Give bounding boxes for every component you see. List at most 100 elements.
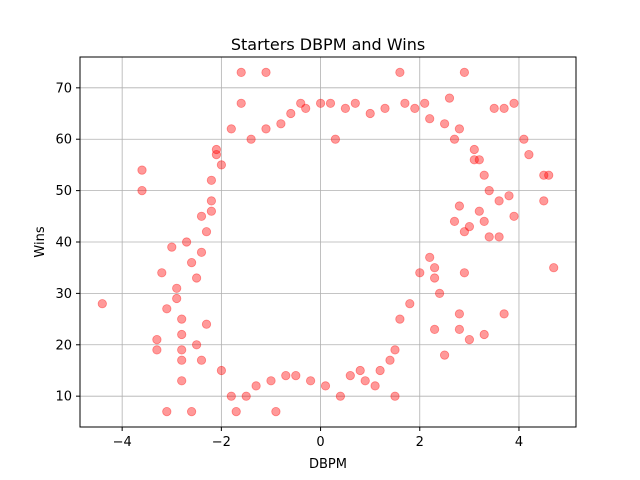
data-point bbox=[251, 381, 261, 391]
data-point bbox=[459, 67, 469, 78]
data-point bbox=[137, 186, 147, 196]
data-point bbox=[449, 216, 460, 226]
x-tick-label: 4 bbox=[515, 435, 523, 450]
chart-title: Starters DBPM and Wins bbox=[231, 35, 425, 54]
x-axis-label: DBPM bbox=[309, 457, 347, 472]
data-point bbox=[261, 67, 271, 78]
data-point bbox=[157, 268, 167, 278]
data-point bbox=[395, 314, 405, 324]
y-tick-label: 70 bbox=[55, 81, 72, 96]
data-point bbox=[469, 155, 479, 165]
data-point bbox=[201, 227, 212, 237]
x-tick-label: 2 bbox=[416, 435, 424, 450]
y-tick-label: 30 bbox=[55, 287, 72, 302]
data-point bbox=[429, 273, 440, 283]
data-point bbox=[484, 232, 494, 242]
data-point bbox=[479, 170, 489, 180]
data-point bbox=[350, 98, 360, 108]
y-tick-label: 40 bbox=[55, 236, 72, 251]
data-point bbox=[286, 108, 296, 119]
data-point bbox=[266, 376, 276, 386]
data-point bbox=[380, 103, 390, 114]
data-point bbox=[271, 406, 281, 417]
data-point bbox=[137, 165, 147, 175]
data-point bbox=[479, 329, 489, 340]
data-point bbox=[167, 242, 177, 252]
data-point bbox=[261, 124, 271, 134]
data-point bbox=[192, 273, 202, 283]
data-point bbox=[454, 124, 464, 134]
data-point bbox=[494, 196, 504, 206]
data-point bbox=[305, 376, 316, 386]
data-point bbox=[469, 144, 479, 155]
data-point bbox=[549, 263, 559, 273]
y-axis-label: Wins bbox=[33, 226, 48, 257]
data-point bbox=[172, 293, 182, 304]
data-point bbox=[281, 370, 291, 381]
data-point bbox=[211, 150, 221, 160]
data-point bbox=[484, 186, 494, 196]
data-point bbox=[201, 319, 212, 329]
y-tick-label: 50 bbox=[55, 184, 72, 199]
grid-lines bbox=[80, 57, 576, 427]
data-point bbox=[236, 67, 246, 78]
data-point bbox=[211, 144, 221, 155]
data-point bbox=[177, 355, 187, 365]
data-point bbox=[499, 103, 509, 114]
data-point bbox=[509, 98, 519, 108]
data-point bbox=[325, 98, 336, 108]
data-point bbox=[196, 247, 207, 257]
data-point bbox=[231, 406, 241, 417]
data-point bbox=[504, 191, 514, 201]
data-point bbox=[355, 365, 365, 376]
data-point bbox=[226, 391, 236, 401]
data-point bbox=[172, 283, 182, 293]
data-point bbox=[370, 381, 380, 391]
data-point bbox=[509, 211, 519, 221]
data-point bbox=[454, 201, 464, 211]
data-point bbox=[454, 309, 464, 319]
data-point bbox=[246, 134, 256, 144]
data-point bbox=[434, 288, 445, 298]
x-tick-label: 0 bbox=[316, 435, 324, 450]
data-point bbox=[444, 93, 455, 103]
data-point bbox=[459, 268, 469, 278]
x-tick-label: −4 bbox=[113, 435, 132, 450]
data-point bbox=[276, 119, 286, 129]
data-point bbox=[187, 406, 197, 417]
data-point bbox=[216, 160, 226, 170]
data-point bbox=[177, 345, 187, 355]
data-point bbox=[415, 268, 425, 278]
data-point bbox=[187, 257, 197, 268]
data-point bbox=[539, 196, 549, 206]
data-point bbox=[459, 227, 469, 237]
data-point bbox=[360, 376, 370, 386]
data-point bbox=[439, 350, 450, 360]
y-axis-ticks: 10 20 30 40 50 60 70 bbox=[55, 81, 80, 405]
data-point bbox=[196, 211, 207, 221]
data-point bbox=[474, 206, 484, 216]
data-point bbox=[395, 67, 405, 78]
data-point bbox=[489, 103, 499, 114]
data-point bbox=[474, 155, 484, 165]
data-point bbox=[425, 252, 435, 262]
data-point bbox=[97, 299, 107, 309]
data-point bbox=[519, 134, 529, 144]
data-point bbox=[439, 119, 450, 129]
data-point bbox=[177, 329, 187, 340]
data-point bbox=[206, 206, 216, 216]
data-point bbox=[410, 103, 420, 114]
data-points bbox=[97, 67, 559, 417]
data-point bbox=[196, 355, 207, 365]
data-point bbox=[216, 365, 226, 376]
data-point bbox=[320, 381, 331, 391]
y-tick-label: 20 bbox=[55, 338, 72, 353]
y-tick-label: 10 bbox=[55, 390, 72, 405]
data-point bbox=[162, 304, 172, 314]
data-point bbox=[152, 334, 162, 345]
data-point bbox=[340, 103, 350, 114]
data-point bbox=[420, 98, 430, 108]
data-point bbox=[425, 114, 435, 124]
data-point bbox=[192, 340, 202, 350]
